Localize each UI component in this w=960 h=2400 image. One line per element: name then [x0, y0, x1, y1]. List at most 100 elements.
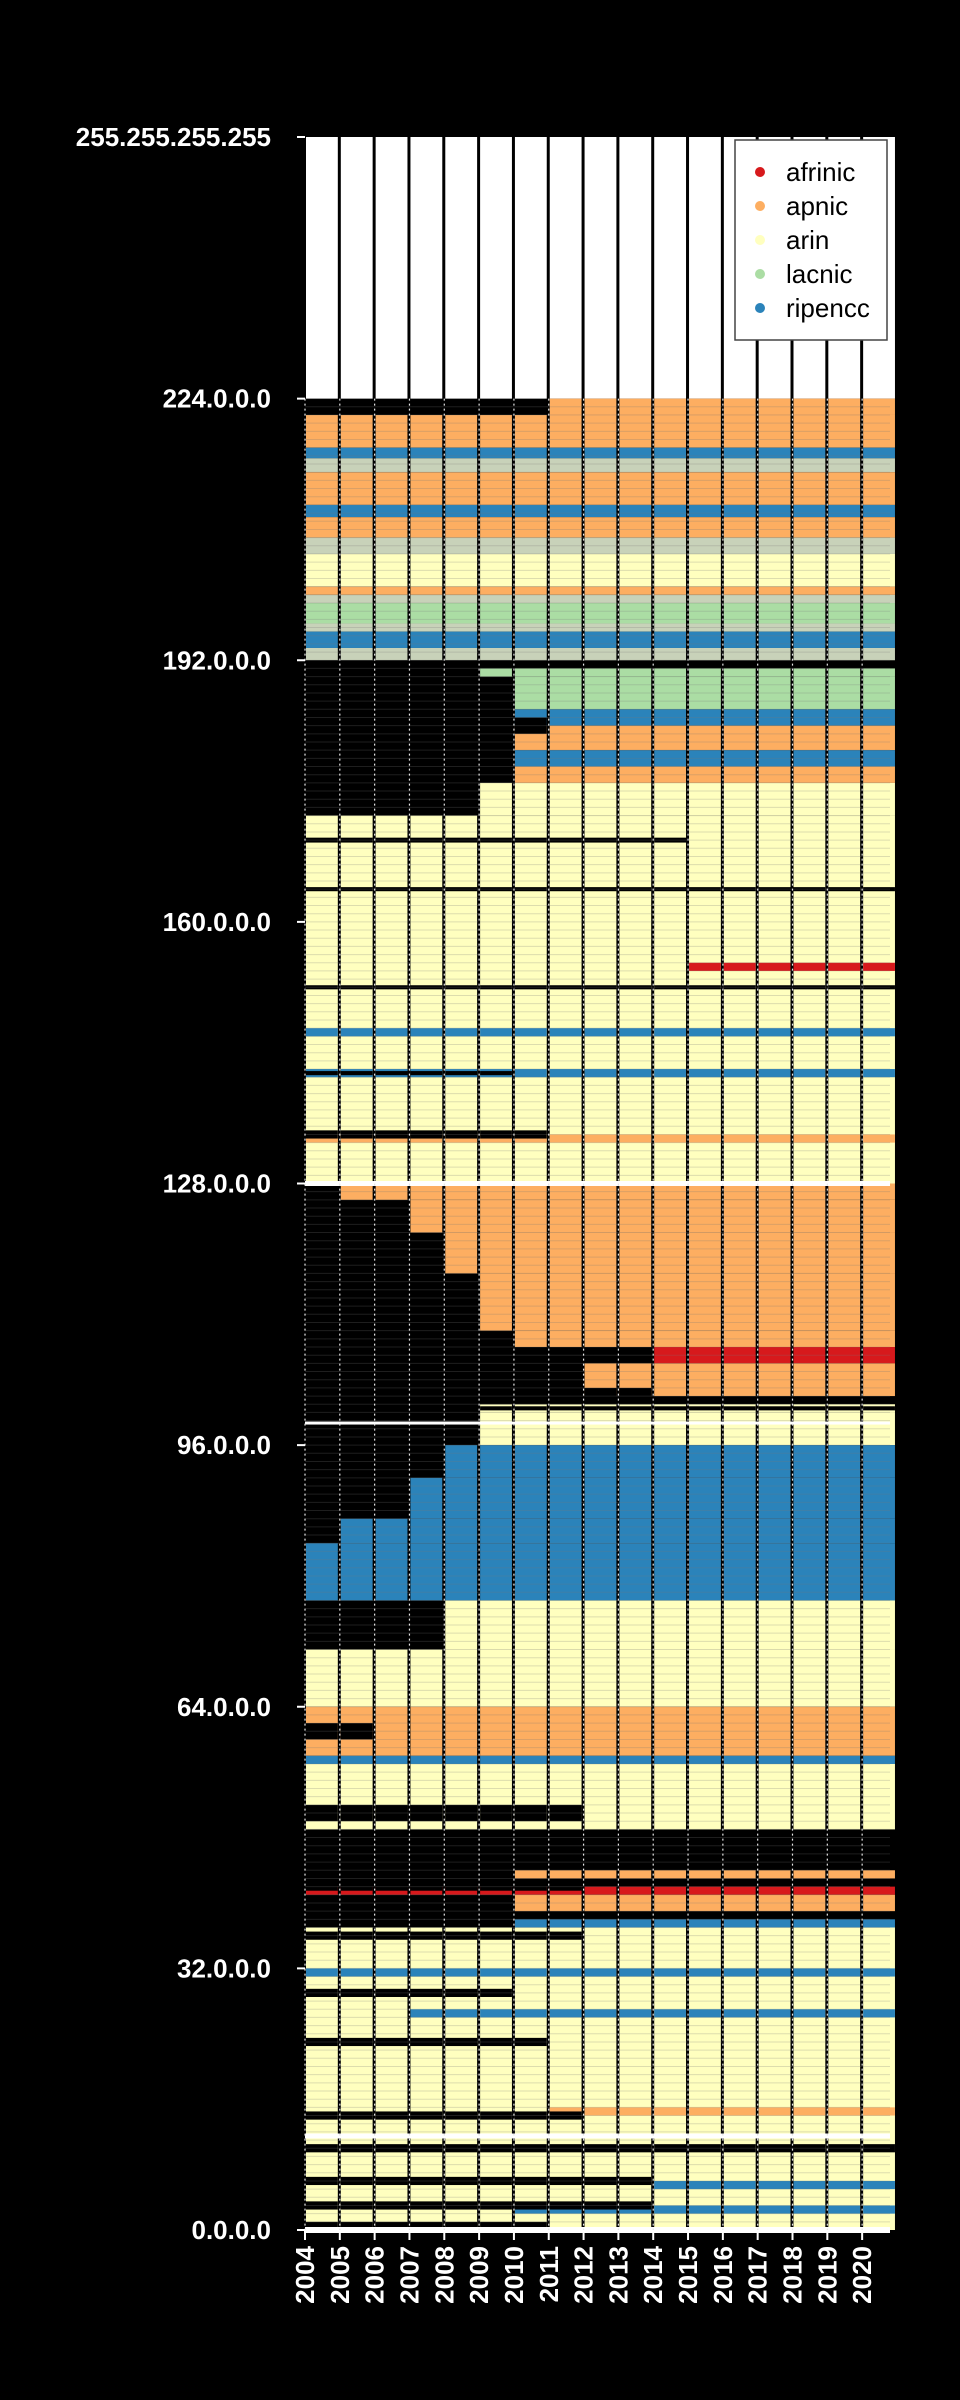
cell-apnic: [863, 1273, 895, 1331]
cell-afrinic: [863, 1347, 895, 1364]
cell-arin: [654, 1412, 687, 1446]
cell-apnic: [758, 517, 791, 538]
cell-unallocated: [306, 2037, 338, 2047]
cell-arin: [828, 815, 861, 1184]
cell-unallocated: [549, 985, 582, 990]
cell-mixed: [863, 537, 895, 554]
cell-unallocated: [514, 1130, 547, 1139]
cell-unallocated: [410, 1988, 443, 1997]
cell-arin: [549, 1600, 582, 1650]
cell-ripencc: [375, 631, 408, 648]
cell-ripencc: [514, 1028, 547, 1037]
cell-arin: [480, 1600, 512, 1650]
cell-unallocated: [723, 2144, 756, 2153]
cell-ripencc: [306, 631, 338, 648]
legend-marker-afrinic: [755, 167, 765, 177]
cell-afrinic: [584, 1886, 617, 1895]
x-tick-label: 2018: [778, 2246, 808, 2304]
cell-unallocated: [340, 1723, 373, 1740]
cell-unallocated: [480, 985, 512, 990]
cell-unallocated: [549, 2176, 582, 2186]
cell-arin: [445, 1600, 478, 1650]
cell-apnic: [689, 1273, 721, 1331]
cell-reserved: [549, 137, 582, 399]
cell-ripencc: [584, 447, 617, 459]
cell-arin: [654, 1600, 687, 1650]
cell-apnic: [758, 1894, 791, 1912]
cell-ripencc: [514, 1477, 547, 1519]
cell-ripencc: [828, 2205, 861, 2214]
cell-ripencc: [828, 1069, 861, 1078]
cell-unallocated: [480, 2144, 512, 2153]
cell-unallocated: [480, 1406, 512, 1411]
cell-apnic: [549, 414, 582, 448]
cell-apnic: [793, 1199, 826, 1233]
cell-ripencc: [723, 1968, 756, 1977]
cell-reserved: [340, 137, 373, 399]
cell-unallocated: [340, 2201, 373, 2210]
cell-mixed: [375, 647, 408, 661]
cell-unallocated: [445, 1988, 478, 1997]
legend-marker-arin: [755, 235, 765, 245]
cell-apnic: [793, 414, 826, 448]
cell-apnic: [828, 398, 861, 415]
cell-arin: [723, 553, 756, 587]
cell-ripencc: [723, 750, 756, 767]
cell-ripencc: [375, 504, 408, 518]
cell-ripencc: [793, 631, 826, 648]
cell-unallocated: [445, 660, 478, 669]
cell-unallocated: [445, 1130, 478, 1139]
cell-ripencc: [480, 1755, 512, 1764]
cell-unallocated: [445, 2201, 478, 2210]
cell-ripencc: [654, 1445, 687, 1478]
cell-apnic: [375, 586, 408, 595]
cell-arin: [340, 553, 373, 587]
cell-ripencc: [723, 447, 756, 459]
cell-ripencc: [828, 1968, 861, 1977]
cell-apnic: [723, 586, 756, 595]
cell-unallocated: [514, 985, 547, 990]
cell-ripencc: [619, 750, 652, 767]
cell-unallocated: [514, 837, 547, 843]
cell-apnic: [723, 414, 756, 448]
cell-apnic: [480, 517, 512, 538]
cell-arin: [758, 1600, 791, 1650]
cell-mixed: [480, 594, 512, 604]
cell-apnic: [306, 414, 338, 448]
cell-mixed: [758, 623, 791, 632]
cell-arin: [306, 815, 338, 1184]
cell-ripencc: [758, 1477, 791, 1519]
column-2007: [410, 137, 443, 2230]
cell-unallocated: [375, 1804, 408, 1822]
cell-unallocated: [480, 2037, 512, 2047]
cell-unallocated: [340, 1130, 373, 1139]
cell-apnic: [619, 1232, 652, 1274]
legend-marker-lacnic: [755, 269, 765, 279]
cell-apnic: [863, 1870, 895, 1879]
y-tick-label: 255.255.255.255: [76, 122, 271, 152]
cell-mixed: [863, 458, 895, 473]
cell-apnic: [619, 398, 652, 415]
cell-apnic: [689, 1183, 721, 1200]
cell-unallocated: [445, 1071, 478, 1076]
cell-ripencc: [828, 2009, 861, 2018]
cell-ripencc: [445, 1968, 478, 1977]
cell-arin: [689, 1649, 721, 1707]
cell-apnic: [549, 1894, 582, 1912]
x-tick-label: 2014: [638, 2245, 668, 2303]
cell-mixed: [445, 537, 478, 554]
cell-ripencc: [689, 1445, 721, 1478]
cell-unallocated: [306, 2201, 338, 2210]
cell-apnic: [758, 1330, 791, 1348]
cell-arin: [514, 553, 547, 587]
cell-mixed: [828, 623, 861, 632]
cell-ripencc: [445, 631, 478, 648]
gridlines: [304, 398, 863, 2230]
cell-unallocated: [480, 1130, 512, 1139]
cell-ripencc: [758, 709, 791, 726]
cell-lacnic: [480, 668, 512, 677]
cell-ripencc: [793, 2009, 826, 2018]
cell-unallocated: [549, 1882, 582, 1891]
cell-reserved: [619, 137, 652, 399]
cell-mixed: [410, 458, 443, 473]
